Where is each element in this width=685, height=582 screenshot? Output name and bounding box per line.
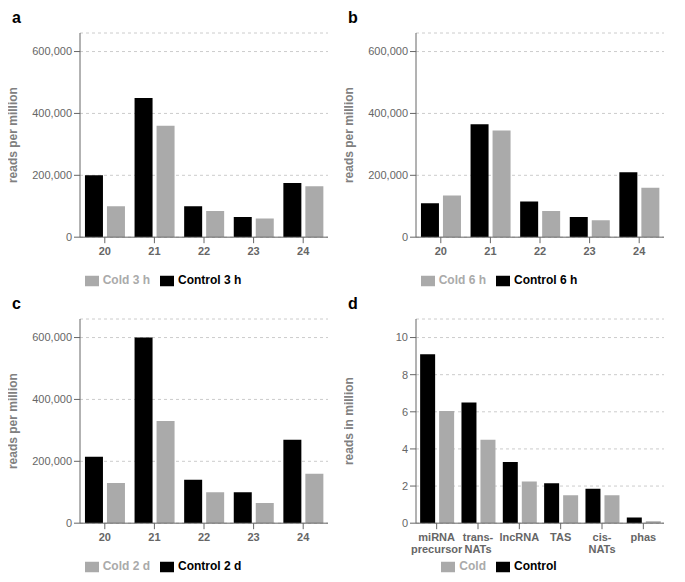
svg-text:reads per million: reads per million bbox=[8, 373, 20, 469]
svg-text:reads per million: reads per million bbox=[344, 87, 356, 183]
svg-text:22: 22 bbox=[198, 245, 210, 257]
svg-text:2: 2 bbox=[402, 480, 408, 492]
svg-text:21: 21 bbox=[148, 245, 160, 257]
html-text:Cold 3 h: Cold 3 h bbox=[102, 273, 150, 288]
svg-text:21: 21 bbox=[148, 531, 160, 543]
svg-text:phas: phas bbox=[630, 531, 656, 543]
html-text:Cold 6 h: Cold 6 h bbox=[438, 273, 486, 288]
html-text:Control 3 h: Control 3 h bbox=[178, 273, 242, 288]
svg-text:24: 24 bbox=[633, 245, 646, 257]
svg-text:20: 20 bbox=[99, 245, 111, 257]
svg-text:4: 4 bbox=[402, 443, 408, 455]
html-text:d: d bbox=[348, 295, 358, 312]
svg-text:0: 0 bbox=[402, 231, 408, 243]
html-text:b: b bbox=[348, 9, 358, 26]
html-text:Cold 2 d: Cold 2 d bbox=[102, 559, 150, 574]
html-text:Cold: Cold bbox=[459, 559, 486, 574]
svg-text:400,000: 400,000 bbox=[32, 107, 72, 119]
svg-text:600,000: 600,000 bbox=[368, 45, 408, 57]
svg-text:23: 23 bbox=[583, 245, 595, 257]
svg-text:22: 22 bbox=[198, 531, 210, 543]
html-text:c: c bbox=[12, 295, 21, 312]
svg-text:miRNAprecursor: miRNAprecursor bbox=[411, 531, 463, 555]
svg-text:200,000: 200,000 bbox=[32, 455, 72, 467]
svg-text:0: 0 bbox=[402, 517, 408, 529]
html-text:Control 6 h: Control 6 h bbox=[514, 273, 578, 288]
svg-text:reads per million: reads per million bbox=[8, 87, 20, 183]
svg-text:200,000: 200,000 bbox=[368, 169, 408, 181]
svg-text:0: 0 bbox=[66, 517, 72, 529]
svg-text:lncRNA: lncRNA bbox=[499, 531, 539, 543]
svg-text:200,000: 200,000 bbox=[32, 169, 72, 181]
svg-text:21: 21 bbox=[484, 245, 496, 257]
svg-text:400,000: 400,000 bbox=[32, 393, 72, 405]
svg-text:24: 24 bbox=[297, 531, 310, 543]
svg-text:6: 6 bbox=[402, 406, 408, 418]
html-text:Control: Control bbox=[514, 559, 557, 574]
svg-text:10: 10 bbox=[396, 331, 408, 343]
svg-text:reads in million: reads in million bbox=[344, 377, 356, 465]
svg-text:23: 23 bbox=[247, 245, 259, 257]
svg-text:400,000: 400,000 bbox=[368, 107, 408, 119]
svg-text:0: 0 bbox=[66, 231, 72, 243]
svg-text:24: 24 bbox=[297, 245, 310, 257]
svg-text:22: 22 bbox=[534, 245, 546, 257]
svg-text:20: 20 bbox=[99, 531, 111, 543]
svg-text:600,000: 600,000 bbox=[32, 331, 72, 343]
svg-text:23: 23 bbox=[247, 531, 259, 543]
html-text:a: a bbox=[12, 9, 21, 26]
html-text:Control 2 d: Control 2 d bbox=[178, 559, 242, 574]
svg-text:TAS: TAS bbox=[550, 531, 571, 543]
svg-text:trans-NATs: trans-NATs bbox=[463, 531, 494, 555]
svg-text:20: 20 bbox=[435, 245, 447, 257]
svg-text:cis-NATs: cis-NATs bbox=[588, 531, 615, 555]
svg-text:8: 8 bbox=[402, 369, 408, 381]
svg-text:600,000: 600,000 bbox=[32, 45, 72, 57]
